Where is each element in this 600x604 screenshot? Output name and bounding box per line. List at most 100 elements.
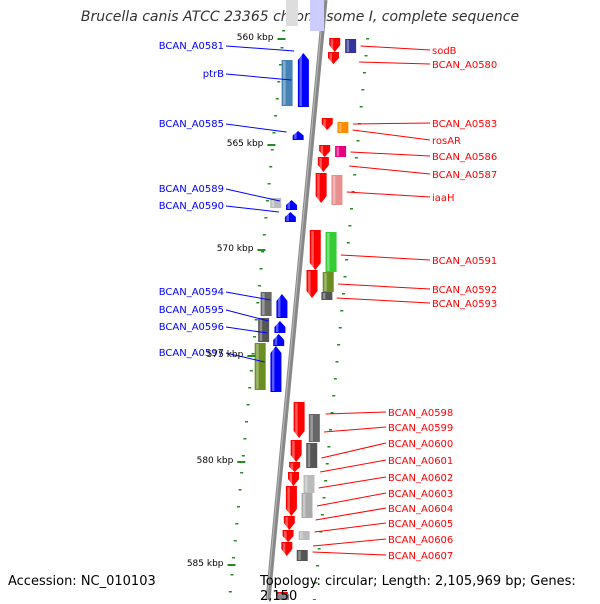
label-connector [323, 426, 387, 433]
gene-BCAN_A0604 [282, 530, 294, 542]
gene-BCAN_A0598 [293, 402, 305, 438]
label-connector [353, 122, 431, 125]
gene-features [254, 0, 357, 600]
gene-label-right: BCAN_A0586 [432, 152, 497, 163]
tick-mark [253, 336, 257, 338]
gene-feature-box [331, 175, 343, 205]
label-connector [225, 291, 271, 301]
gene-shine [320, 146, 324, 156]
label-connector [337, 283, 431, 290]
gene-shine [274, 335, 278, 345]
backbone-highlight [266, 0, 325, 600]
tick-marks [228, 30, 370, 600]
gene-BCAN_A0589 [286, 200, 298, 210]
chromosome-backbone [265, 0, 328, 600]
kbp-label: 585 kbp [187, 559, 224, 569]
gene-shine [330, 39, 334, 51]
backbone-line [265, 0, 328, 600]
tick-mark [278, 64, 282, 66]
tick-mark [329, 429, 333, 431]
gene-feature-box [306, 443, 318, 468]
gene-BCAN_A0591 [309, 230, 321, 270]
major-tick [277, 38, 286, 40]
gene-shine [294, 132, 297, 139]
gene-shine [256, 344, 259, 389]
tick-mark [319, 531, 323, 533]
gene-BCAN_A0585 [292, 131, 304, 140]
gene-shine [284, 531, 287, 541]
label-connector [352, 129, 431, 141]
gene-BCAN_A0595 [274, 321, 286, 333]
gene-shine [262, 293, 265, 315]
gene-label-right: rosAR [432, 136, 461, 147]
gene-feature-box [345, 39, 357, 53]
gene-feature-box [308, 414, 320, 442]
label-connector [336, 297, 431, 304]
tick-mark [346, 242, 350, 244]
gene-BCAN_A0599 [290, 440, 302, 462]
tick-mark [261, 251, 265, 253]
gene-BCAN_A0580 [327, 52, 339, 64]
tick-mark [235, 523, 239, 525]
tick-mark [337, 344, 341, 346]
gene-feature-box [254, 343, 266, 390]
tick-mark [274, 115, 278, 117]
tick-mark [257, 285, 261, 287]
tick-mark [236, 506, 240, 508]
gene-shine [308, 271, 311, 297]
gene-feature-box [286, 0, 298, 26]
label-connector [225, 205, 279, 213]
kbp-label: 575 kbp [207, 350, 244, 360]
tick-mark [340, 310, 344, 312]
label-connector [225, 352, 265, 363]
tick-mark [362, 72, 366, 74]
gene-shine [275, 322, 279, 332]
major-tick [237, 461, 246, 463]
gene-label-right: BCAN_A0607 [388, 551, 453, 562]
tick-mark [251, 353, 255, 355]
tick-mark [333, 378, 337, 380]
gene-shine [277, 295, 281, 317]
gene-shine [322, 293, 326, 299]
gene-label-right: BCAN_A0580 [432, 60, 497, 71]
gene-feature-box [296, 550, 308, 561]
tick-mark [280, 47, 284, 49]
label-connector [314, 522, 387, 533]
major-tick [247, 355, 256, 357]
gene-shine [311, 231, 314, 269]
tick-mark [230, 574, 234, 576]
gene-label-left: BCAN_A0595 [159, 305, 224, 316]
gene-label-right: BCAN_A0606 [388, 535, 453, 546]
tick-mark [282, 30, 286, 32]
tick-mark [338, 327, 342, 329]
gene-label-left: BCAN_A0597 [159, 348, 224, 359]
label-connector [359, 61, 431, 65]
label-connector [225, 309, 269, 322]
tick-mark [259, 268, 263, 270]
gene-label-right: BCAN_A0602 [388, 473, 453, 484]
gene-BCAN_A0583 [321, 118, 333, 130]
gene-feature-box [301, 493, 313, 518]
gene-shine [307, 444, 311, 467]
gene-shine [271, 199, 275, 207]
gene-BCAN_A0587 [317, 157, 329, 172]
gene-BCAN_A0586 [319, 145, 331, 157]
label-connector [316, 492, 387, 507]
gene-label-left: BCAN_A0585 [159, 119, 224, 130]
gene-feature-box [281, 60, 293, 106]
tick-mark [245, 421, 249, 423]
tick-mark [330, 412, 334, 414]
label-connector [315, 507, 387, 521]
gene-BCAN_A0596 [273, 334, 285, 346]
gene-BCAN_A0603 [283, 516, 295, 530]
tick-mark [322, 497, 326, 499]
gene-shine [282, 543, 286, 555]
gene-label-right: BCAN_A0605 [388, 519, 453, 530]
kbp-label: 570 kbp [217, 244, 254, 254]
gene-BCAN_A0600 [289, 462, 301, 472]
label-connector [321, 442, 387, 459]
gene-shine [302, 494, 306, 517]
label-connector [346, 191, 431, 198]
tick-mark [320, 514, 324, 516]
